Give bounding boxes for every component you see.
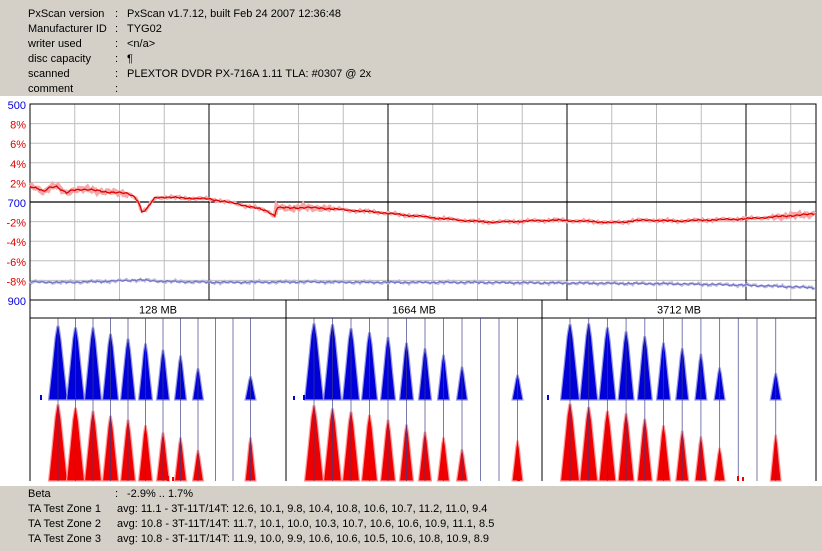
beta-chart-y-axis: 500 8% 6% 4% 2% 700 -2% -4% -6% -8% 900 bbox=[6, 100, 26, 308]
info-value: PxScan v1.7.12, built Feb 24 2007 12:36:… bbox=[127, 8, 342, 20]
beta-chart-grid bbox=[29, 103, 817, 301]
info-separator: : bbox=[115, 23, 119, 35]
y-axis-label-4pct: 4% bbox=[10, 159, 26, 171]
info-label: PxScan version bbox=[28, 8, 105, 20]
y-axis-label--6pct: -6% bbox=[6, 257, 26, 269]
info-row-version: PxScan version: PxScan v1.7.12, built Feb… bbox=[28, 7, 822, 22]
beta-chart-traces bbox=[28, 180, 817, 291]
result-label: TA Test Zone 2 bbox=[28, 518, 101, 530]
info-separator: : bbox=[115, 53, 119, 65]
histogram-outlier-tick bbox=[172, 477, 174, 481]
info-separator: : bbox=[115, 38, 119, 50]
histogram-outlier-tick bbox=[518, 477, 520, 481]
info-row-manufacturer: Manufacturer ID: TYG02 bbox=[28, 22, 822, 37]
zone-position-label: 3712 MB bbox=[657, 305, 701, 317]
y-axis-label-2pct: 2% bbox=[10, 178, 26, 190]
y-axis-label--2pct: -2% bbox=[6, 218, 26, 230]
info-row-writer: writer used: <n/a> bbox=[28, 37, 822, 52]
scan-plot-canvas: 500 8% 6% 4% 2% 700 -2% -4% -6% -8% 900 128 MB 1664… bbox=[0, 96, 822, 486]
result-value: -2.9% .. 1.7% bbox=[127, 488, 194, 500]
ta-zone-section: 3712 MB bbox=[541, 299, 817, 482]
beta-percent-trace bbox=[29, 185, 815, 224]
y-axis-label--4pct: -4% bbox=[6, 237, 26, 249]
ta-zone-section: 128 MB bbox=[29, 299, 287, 482]
plot-background bbox=[0, 96, 822, 486]
result-row-ta-zone-1: TA Test Zone 1 avg: 11.1 - 3T-11T/14T: 12… bbox=[28, 502, 822, 517]
info-value: ¶ bbox=[127, 53, 133, 65]
histogram-outlier-tick bbox=[737, 476, 739, 481]
result-row-beta: Beta: -2.9% .. 1.7% bbox=[28, 487, 822, 502]
info-row-scanned: scanned: PLEXTOR DVDR PX-716A 1.11 TLA: #… bbox=[28, 67, 822, 82]
results-footer: Beta: -2.9% .. 1.7% TA Test Zone 1 avg: 11… bbox=[28, 487, 822, 547]
y-axis-label-900: 900 bbox=[8, 296, 26, 308]
histogram-outlier-tick bbox=[742, 477, 744, 481]
info-value: PLEXTOR DVDR PX-716A 1.11 TLA: #0307 @ 2… bbox=[127, 68, 372, 80]
info-label: writer used bbox=[28, 38, 82, 50]
zone-position-label: 128 MB bbox=[139, 305, 177, 317]
y-axis-label-6pct: 6% bbox=[10, 139, 26, 151]
info-label: disc capacity bbox=[28, 53, 91, 65]
info-value: TYG02 bbox=[127, 23, 162, 35]
info-value: <n/a> bbox=[127, 38, 156, 50]
histogram-outlier-tick bbox=[303, 395, 305, 400]
y-axis-label-700: 700 bbox=[8, 198, 26, 210]
result-value: avg: 10.8 - 3T-11T/14T: 11.9, 10.0, 9.9,… bbox=[117, 533, 490, 545]
result-value: avg: 11.1 - 3T-11T/14T: 12.6, 10.1, 9.8,… bbox=[117, 503, 488, 515]
result-label: TA Test Zone 3 bbox=[28, 533, 101, 545]
histogram-outlier-tick bbox=[167, 476, 169, 481]
info-separator: : bbox=[115, 83, 119, 95]
result-value: avg: 10.8 - 3T-11T/14T: 11.7, 10.1, 10.0… bbox=[117, 518, 495, 530]
y-axis-label-500: 500 bbox=[8, 100, 26, 112]
info-label: Manufacturer ID bbox=[28, 23, 107, 35]
result-row-ta-zone-2: TA Test Zone 2 avg: 10.8 - 3T-11T/14T: 11… bbox=[28, 517, 822, 532]
info-row-capacity: disc capacity: ¶ bbox=[28, 52, 822, 67]
zone-header-band bbox=[541, 299, 817, 319]
info-label: comment bbox=[28, 83, 74, 95]
histogram-outlier-tick bbox=[547, 395, 549, 400]
zone-position-label: 1664 MB bbox=[392, 305, 436, 317]
result-row-ta-zone-3: TA Test Zone 3 avg: 10.8 - 3T-11T/14T: 11… bbox=[28, 532, 822, 547]
histogram-outlier-tick bbox=[40, 395, 42, 400]
info-separator: : bbox=[115, 8, 119, 20]
ta-histogram-zones: 128 MB 1664 MB 3712 MB bbox=[29, 299, 817, 482]
ta-zone-section: 1664 MB bbox=[285, 299, 543, 482]
info-row-comment: comment: bbox=[28, 82, 822, 97]
info-label: scanned bbox=[28, 68, 70, 80]
y-axis-label-8pct: 8% bbox=[10, 120, 26, 132]
info-separator: : bbox=[115, 68, 119, 80]
y-axis-label--8pct: -8% bbox=[6, 276, 26, 288]
aux-level-trace bbox=[29, 278, 815, 290]
result-separator: : bbox=[115, 488, 119, 500]
scan-info-header: PxScan version: PxScan v1.7.12, built Feb… bbox=[28, 7, 822, 97]
result-label: TA Test Zone 1 bbox=[28, 503, 101, 515]
beta-percent-fuzz bbox=[28, 183, 816, 226]
histogram-outlier-tick bbox=[293, 396, 295, 400]
result-label: Beta bbox=[28, 488, 51, 500]
